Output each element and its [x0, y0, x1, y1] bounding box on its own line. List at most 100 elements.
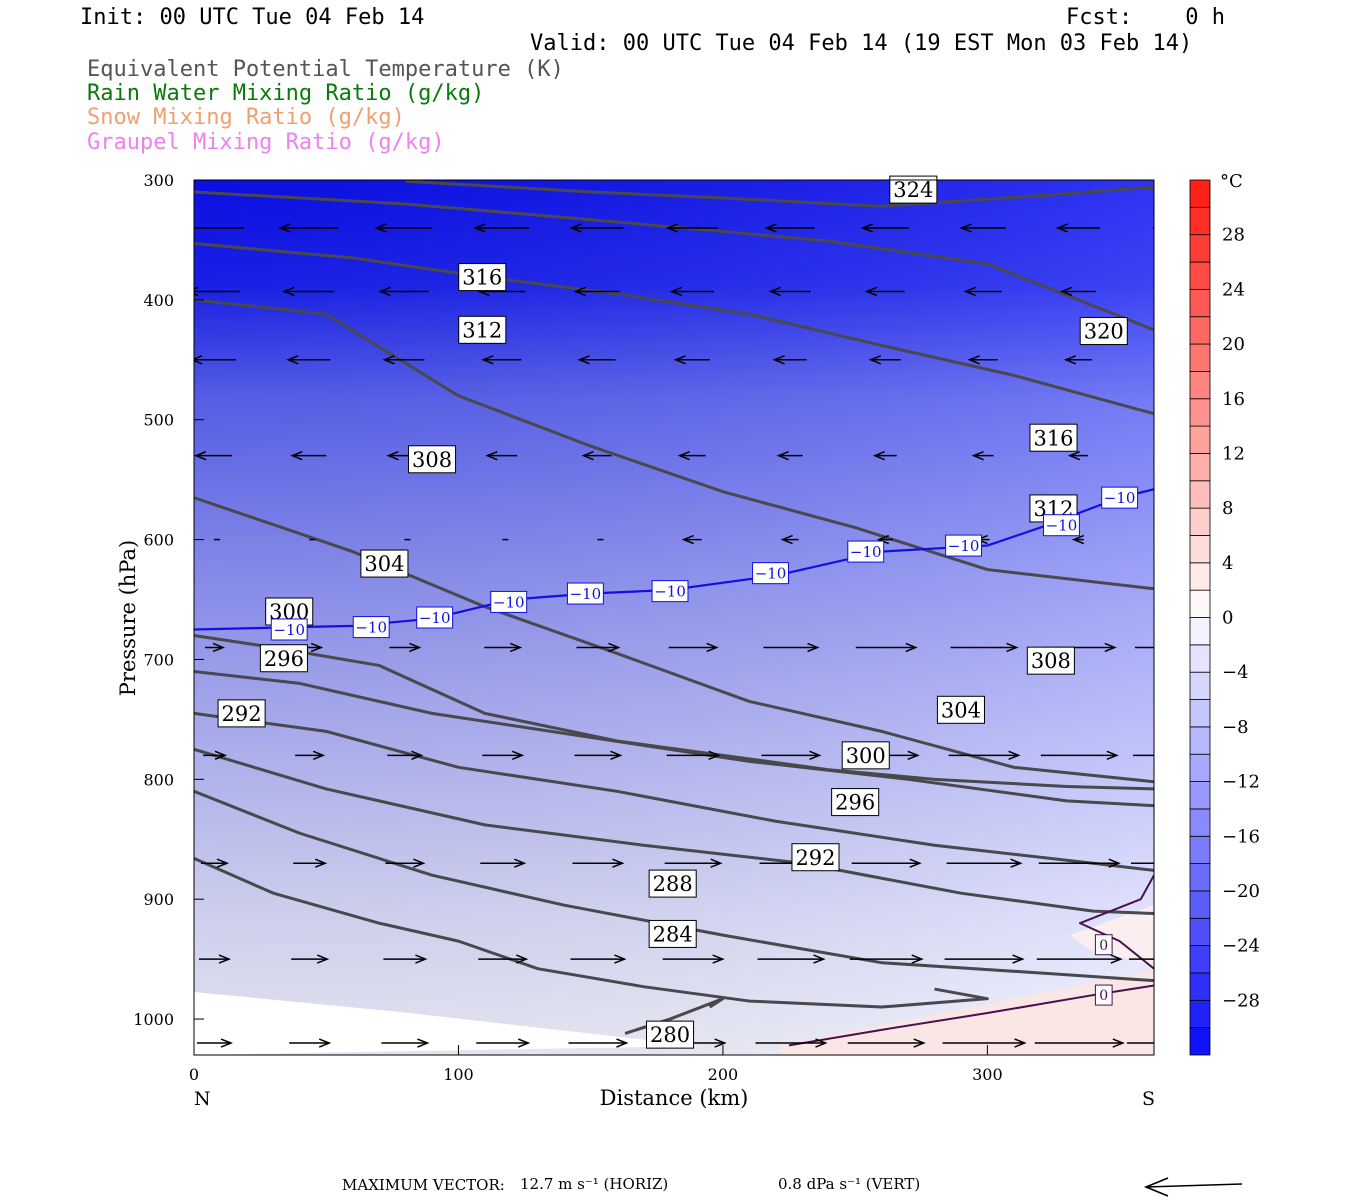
colorbar-tick-label: 0 [1222, 608, 1233, 629]
colorbar-bin [1189, 206, 1211, 236]
temperature-label--10: −10 [352, 616, 390, 639]
reference-vector-arrow [1143, 1177, 1243, 1197]
wind-vector [761, 750, 822, 761]
x-tick-label: 200 [708, 1065, 739, 1084]
theta-e-label-324: 324 [889, 175, 938, 204]
wind-vector [295, 750, 326, 761]
wind-vector [378, 286, 429, 297]
colorbar-bin [1189, 371, 1211, 400]
wind-vector [473, 223, 530, 233]
svg-text:−10: −10 [850, 543, 882, 561]
colorbar-bin [1189, 644, 1211, 673]
svg-text:296: 296 [264, 647, 304, 671]
wind-vector [1135, 646, 1154, 649]
wind-vector [677, 450, 706, 461]
wind-vector [681, 534, 702, 545]
colorbar-bin [1189, 999, 1211, 1029]
colorbar-bin [1189, 179, 1211, 208]
x-tick-label: 100 [443, 1065, 474, 1084]
svg-text:316: 316 [1033, 426, 1073, 450]
svg-text:−10: −10 [1046, 517, 1078, 535]
wind-vector [194, 223, 244, 232]
temperature-label--10: −10 [945, 534, 983, 557]
theta-e-contour-284 [194, 857, 989, 1009]
svg-text:304: 304 [941, 698, 981, 722]
theta-e-label-296: 296 [259, 644, 308, 673]
wind-vector [864, 286, 905, 297]
wind-vector [1059, 286, 1096, 297]
wind-vector [1071, 534, 1085, 545]
x-axis-title: Distance (km) [600, 1086, 749, 1110]
y-tick-label: 900 [143, 890, 174, 909]
wind-vector [289, 1038, 332, 1048]
wind-vector [197, 1038, 234, 1048]
temperature-contour-0 [1078, 874, 1154, 970]
colorbar-bin [1189, 835, 1211, 864]
temperature-label--10: −10 [1042, 514, 1080, 537]
svg-text:300: 300 [846, 744, 886, 768]
colorbar-bin [1189, 781, 1211, 810]
temperature-label--10: −10 [752, 562, 789, 585]
wind-vector [768, 286, 811, 297]
y-tick-label: 1000 [133, 1010, 174, 1029]
wind-vector [572, 858, 625, 868]
y-tick-label: 500 [143, 411, 174, 430]
theta-e-label-288: 288 [648, 869, 697, 898]
wind-vector [849, 954, 924, 964]
colorbar-tick-label: 4 [1222, 553, 1233, 574]
wind-vector [570, 954, 627, 964]
forecast-hour: Fcst: 0 h [1066, 5, 1225, 30]
wind-vector [485, 450, 518, 461]
colorbar-bin [1189, 316, 1211, 345]
svg-text:−10: −10 [755, 565, 787, 583]
colorbar-tick-label: −4 [1222, 662, 1249, 683]
theta-e-label-304: 304 [360, 549, 409, 578]
wind-vector [1169, 536, 1179, 544]
init-time: Init: 00 UTC Tue 04 Feb 14 [80, 5, 425, 30]
wind-vector [383, 954, 428, 964]
wind-vector [382, 355, 425, 365]
theta-e-contour-312 [194, 298, 1154, 591]
valid-time: Valid: 00 UTC Tue 04 Feb 14 (19 EST Mon … [530, 31, 1193, 56]
temperature-label--10: −10 [270, 618, 308, 641]
wind-vector [1158, 287, 1190, 295]
colorbar-bin [1189, 261, 1211, 290]
colorbar-bin [1189, 699, 1211, 728]
svg-text:292: 292 [795, 846, 835, 870]
max-vector-vert: 0.8 dPa s⁻¹ (VERT) [778, 1175, 921, 1193]
wind-vector [963, 286, 1002, 297]
wind-vector [668, 642, 719, 653]
plot-frame [193, 179, 1155, 1056]
y-tick-label: 700 [143, 650, 174, 669]
wind-vector [763, 642, 820, 653]
theta-e-contour-316 [194, 242, 1154, 416]
wind-vector [205, 642, 226, 653]
colorbar-bin [1189, 917, 1211, 947]
wind-vector [194, 286, 240, 297]
temperature-shading [194, 180, 1154, 1055]
theta-e-label-280: 280 [646, 1020, 695, 1049]
wind-vector [1129, 958, 1154, 960]
svg-text:308: 308 [412, 448, 452, 472]
colorbar-tick-label: 16 [1222, 389, 1245, 410]
wind-vector [1040, 750, 1119, 761]
legend-snow: Snow Mixing Ratio (g/kg) [87, 105, 405, 130]
theta-e-label-292: 292 [791, 843, 840, 872]
wind-vector [950, 642, 1019, 653]
wind-vector [278, 223, 339, 233]
colorbar-bin [1189, 343, 1211, 372]
colorbar-tick-label: 8 [1222, 498, 1233, 519]
wind-vector [851, 858, 922, 868]
svg-text:−10: −10 [273, 621, 305, 639]
theta-e-label-284: 284 [648, 919, 697, 948]
x-tick-label: 300 [972, 1065, 1003, 1084]
wind-vector [776, 450, 803, 461]
temperature-label--10: −10 [416, 606, 454, 629]
wind-vector [666, 750, 721, 761]
legend-graupel: Graupel Mixing Ratio (g/kg) [87, 130, 445, 155]
y-tick-label: 800 [143, 770, 174, 789]
colorbar-bin [1189, 671, 1211, 700]
wind-vector [673, 355, 710, 365]
colorbar-bin [1189, 425, 1211, 454]
wind-vector [1036, 954, 1123, 964]
